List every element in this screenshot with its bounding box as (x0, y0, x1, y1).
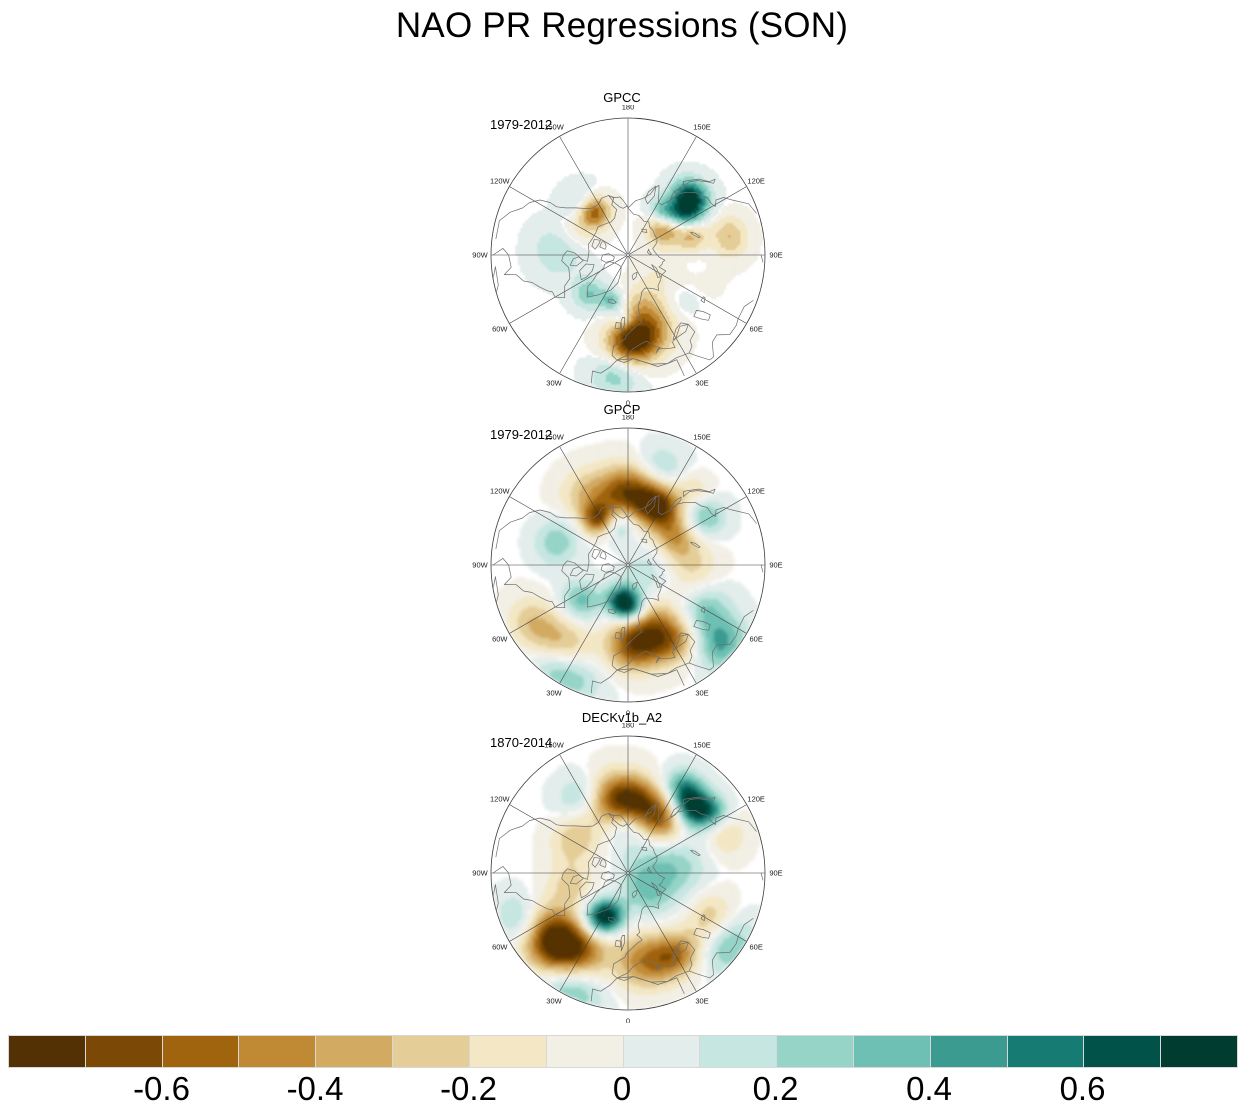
meridian-label: 60W (492, 943, 508, 952)
colorbar-swatch (316, 1036, 394, 1067)
panel-period-deckv1b-a2: 1870-2014 (490, 735, 552, 750)
meridian-label: 150E (693, 432, 711, 441)
colorbar-swatch (930, 1036, 1008, 1067)
panel-title-gpcc: GPCC (0, 90, 1244, 105)
coastlines (492, 178, 764, 384)
colorbar-swatch (85, 1036, 163, 1067)
panel-period-gpcc: 1979-2012 (490, 117, 552, 132)
meridian-label: 150W (544, 122, 565, 131)
colorbar-swatch (239, 1036, 317, 1067)
meridian-gridlines (491, 428, 765, 702)
meridian-label: 120W (490, 177, 511, 186)
map-gpcc: 0 30E 60E 90E 120E 150E 180 150W 120W 90W 60W 30W (472, 105, 782, 405)
colorbar-swatch (700, 1036, 778, 1067)
colorbar-tick-label: -0.4 (287, 1070, 344, 1108)
meridian-label: 150E (693, 740, 711, 749)
meridian-label: 0 (626, 1017, 630, 1024)
meridian-labels: 0 30E 60E 90E 120E 150E 180 150W 120W 90W 60W 30W (472, 723, 782, 1023)
panel-title-deckv1b-a2: DECKv1b_A2 (0, 710, 1244, 725)
meridian-label: 120W (490, 795, 511, 804)
meridian-label: 60E (750, 943, 763, 952)
meridian-label: 120E (747, 177, 765, 186)
meridian-label: 120E (747, 487, 765, 496)
colorbar-swatch (1084, 1036, 1162, 1067)
meridian-label: 120W (490, 487, 511, 496)
colorbar-tick-labels: -0.6 -0.4 -0.2 0 0.2 0.4 0.6 (0, 1070, 1244, 1116)
meridian-label: 30E (695, 379, 708, 388)
meridian-labels: 0 30E 60E 90E 120E 150E 180 150W 120W 90W 60W 30W (472, 415, 782, 715)
meridian-label: 90E (769, 561, 782, 570)
colorbar-tick-label: 0 (613, 1070, 631, 1108)
colorbar-swatch (393, 1036, 470, 1067)
meridian-label: 30W (546, 379, 562, 388)
colorbar-tick-label: 0.2 (753, 1070, 799, 1108)
coastlines (492, 796, 764, 1002)
panel-title-gpcp: GPCP (0, 402, 1244, 417)
meridian-label: 90W (472, 869, 488, 878)
meridian-labels: 0 30E 60E 90E 120E 150E 180 150W 120W 90W 60W 30W (472, 105, 782, 405)
map-deckv1b-a2: 0 30E 60E 90E 120E 150E 180 150W 120W 90W 60W 30W (472, 723, 782, 1023)
meridian-label: 30E (695, 997, 708, 1006)
colorbar-swatch (9, 1036, 86, 1067)
meridian-label: 60E (750, 325, 763, 334)
meridian-label: 30E (695, 689, 708, 698)
colorbar-swatch (162, 1036, 240, 1067)
panel-period-gpcp: 1979-2012 (490, 427, 552, 442)
colorbar-swatch (546, 1036, 624, 1067)
colorbar-swatch (777, 1036, 854, 1067)
meridian-label: 180 (622, 415, 635, 422)
meridian-label: 150W (544, 740, 565, 749)
meridian-label: 90E (769, 869, 782, 878)
colorbar-swatch (469, 1036, 547, 1067)
map-gpcp: 0 30E 60E 90E 120E 150E 180 150W 120W 90W 60W 30W (472, 415, 782, 715)
meridian-label: 60E (750, 635, 763, 644)
colorbar-swatch (853, 1036, 931, 1067)
meridian-label: 90W (472, 561, 488, 570)
meridian-label: 60W (492, 325, 508, 334)
contour-field (515, 161, 763, 392)
colorbar (8, 1035, 1238, 1068)
meridian-label: 60W (492, 635, 508, 644)
meridian-label: 0 (626, 709, 630, 716)
meridian-label: 150E (693, 122, 711, 131)
meridian-gridlines (491, 736, 765, 1010)
meridian-label: 120E (747, 795, 765, 804)
colorbar-tick-label: 0.4 (906, 1070, 952, 1108)
colorbar-swatch (1161, 1036, 1237, 1067)
meridian-label: 150W (544, 432, 565, 441)
colorbar-swatch (623, 1036, 701, 1067)
contour-field (495, 432, 759, 702)
meridian-label: 0 (626, 399, 630, 406)
figure-title: NAO PR Regressions (SON) (0, 6, 1244, 46)
meridian-label: 180 (622, 723, 635, 730)
colorbar-tick-label: -0.6 (133, 1070, 190, 1108)
meridian-label: 90W (472, 251, 488, 260)
colorbar-swatch (1007, 1036, 1085, 1067)
meridian-label: 30W (546, 689, 562, 698)
colorbar-tick-label: -0.2 (440, 1070, 497, 1108)
meridian-gridlines (491, 118, 765, 392)
contour-field (491, 745, 761, 1010)
meridian-label: 30W (546, 997, 562, 1006)
colorbar-tick-label: 0.6 (1060, 1070, 1106, 1108)
meridian-label: 90E (769, 251, 782, 260)
meridian-label: 180 (622, 105, 635, 112)
